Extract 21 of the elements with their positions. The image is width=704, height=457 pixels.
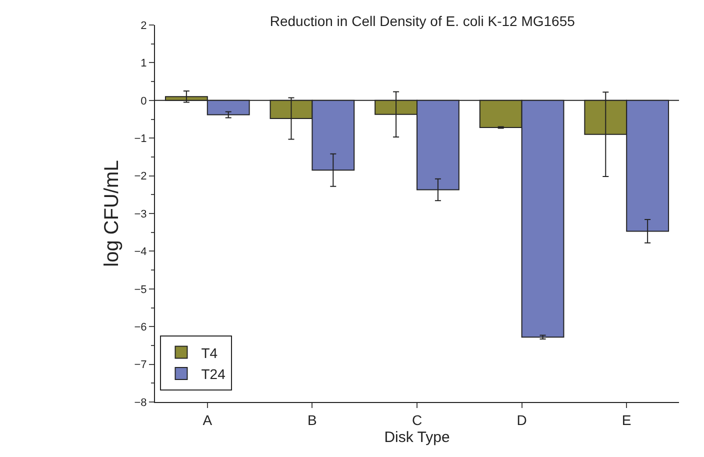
y-tick-label: −4 [134,246,147,258]
y-tick-label: −2 [134,170,147,183]
y-tick-label: −1 [134,132,147,145]
x-tick-label: C [412,412,422,428]
x-tick-label: D [516,412,527,428]
y-tick-label: 1 [140,58,147,70]
y-tick-label: −3 [134,208,147,220]
x-tick-label: B [308,412,317,428]
x-tick-label: E [622,412,632,428]
y-tick-label: −5 [134,284,147,296]
y-tick-label: 2 [140,20,147,32]
y-tick-label: −8 [134,396,147,409]
y-tick-label: −6 [134,321,147,334]
x-axis-title: Disk Type [384,428,450,446]
y-axis-title: log CFU/mL [100,160,123,267]
legend-label: T24 [201,366,226,382]
legend-label: T4 [201,344,218,361]
x-tick-label: A [202,412,213,428]
chart-title: Reduction in Cell Density of E. coli K-12 MG1655 [270,12,576,29]
y-tick-label: 0 [140,95,147,108]
y-tick-label: −7 [134,359,147,372]
